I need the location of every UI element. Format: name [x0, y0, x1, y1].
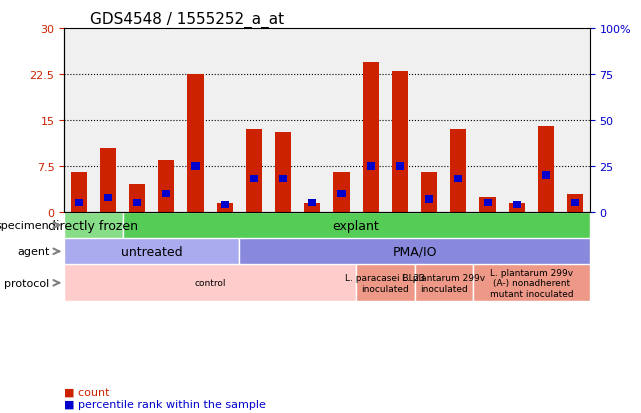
Bar [571, 199, 579, 207]
FancyBboxPatch shape [64, 265, 356, 301]
Text: PMA/IO: PMA/IO [392, 245, 437, 258]
Text: agent: agent [17, 247, 49, 257]
Text: untreated: untreated [121, 245, 183, 258]
Bar [187, 75, 204, 212]
FancyBboxPatch shape [64, 239, 239, 265]
Text: ■ count: ■ count [64, 387, 110, 396]
FancyBboxPatch shape [64, 212, 122, 239]
FancyBboxPatch shape [122, 212, 590, 239]
Bar [217, 203, 233, 212]
Bar [338, 190, 345, 198]
Bar [221, 202, 229, 209]
Bar [158, 160, 174, 212]
Bar [509, 203, 525, 212]
Bar [567, 194, 583, 212]
Bar [392, 72, 408, 212]
Bar [304, 203, 320, 212]
Text: L. plantarum 299v
inoculated: L. plantarum 299v inoculated [402, 273, 485, 293]
Bar [279, 176, 287, 183]
Bar [250, 176, 258, 183]
Bar [192, 163, 199, 170]
FancyBboxPatch shape [239, 239, 590, 265]
Text: ■ percentile rank within the sample: ■ percentile rank within the sample [64, 399, 266, 409]
Text: explant: explant [333, 219, 379, 232]
Bar [133, 199, 141, 207]
Bar [542, 172, 550, 179]
Bar [275, 133, 291, 212]
Bar [246, 130, 262, 212]
Bar [483, 199, 492, 207]
Bar [421, 173, 437, 212]
Bar [538, 127, 554, 212]
Bar [454, 176, 462, 183]
Text: L. plantarum 299v
(A-) nonadherent
mutant inoculated: L. plantarum 299v (A-) nonadherent mutan… [490, 268, 573, 298]
Bar [367, 163, 375, 170]
FancyBboxPatch shape [356, 265, 415, 301]
Bar [479, 197, 495, 212]
Bar [75, 199, 83, 207]
Bar [71, 173, 87, 212]
Bar [333, 173, 349, 212]
Bar [425, 196, 433, 203]
Bar [363, 62, 379, 212]
Bar [129, 185, 145, 212]
Text: protocol: protocol [4, 278, 49, 288]
Text: specimen: specimen [0, 221, 49, 230]
Bar [450, 130, 467, 212]
Text: directly frozen: directly frozen [48, 219, 138, 232]
Text: L. paracasei BL23
inoculated: L. paracasei BL23 inoculated [345, 273, 426, 293]
FancyBboxPatch shape [415, 265, 473, 301]
Bar [513, 202, 520, 209]
Bar [396, 163, 404, 170]
FancyBboxPatch shape [473, 265, 590, 301]
Text: control: control [194, 279, 226, 287]
Bar [162, 190, 171, 198]
Bar [104, 194, 112, 202]
Bar [308, 199, 316, 207]
Text: GDS4548 / 1555252_a_at: GDS4548 / 1555252_a_at [90, 12, 285, 28]
Bar [100, 148, 116, 212]
